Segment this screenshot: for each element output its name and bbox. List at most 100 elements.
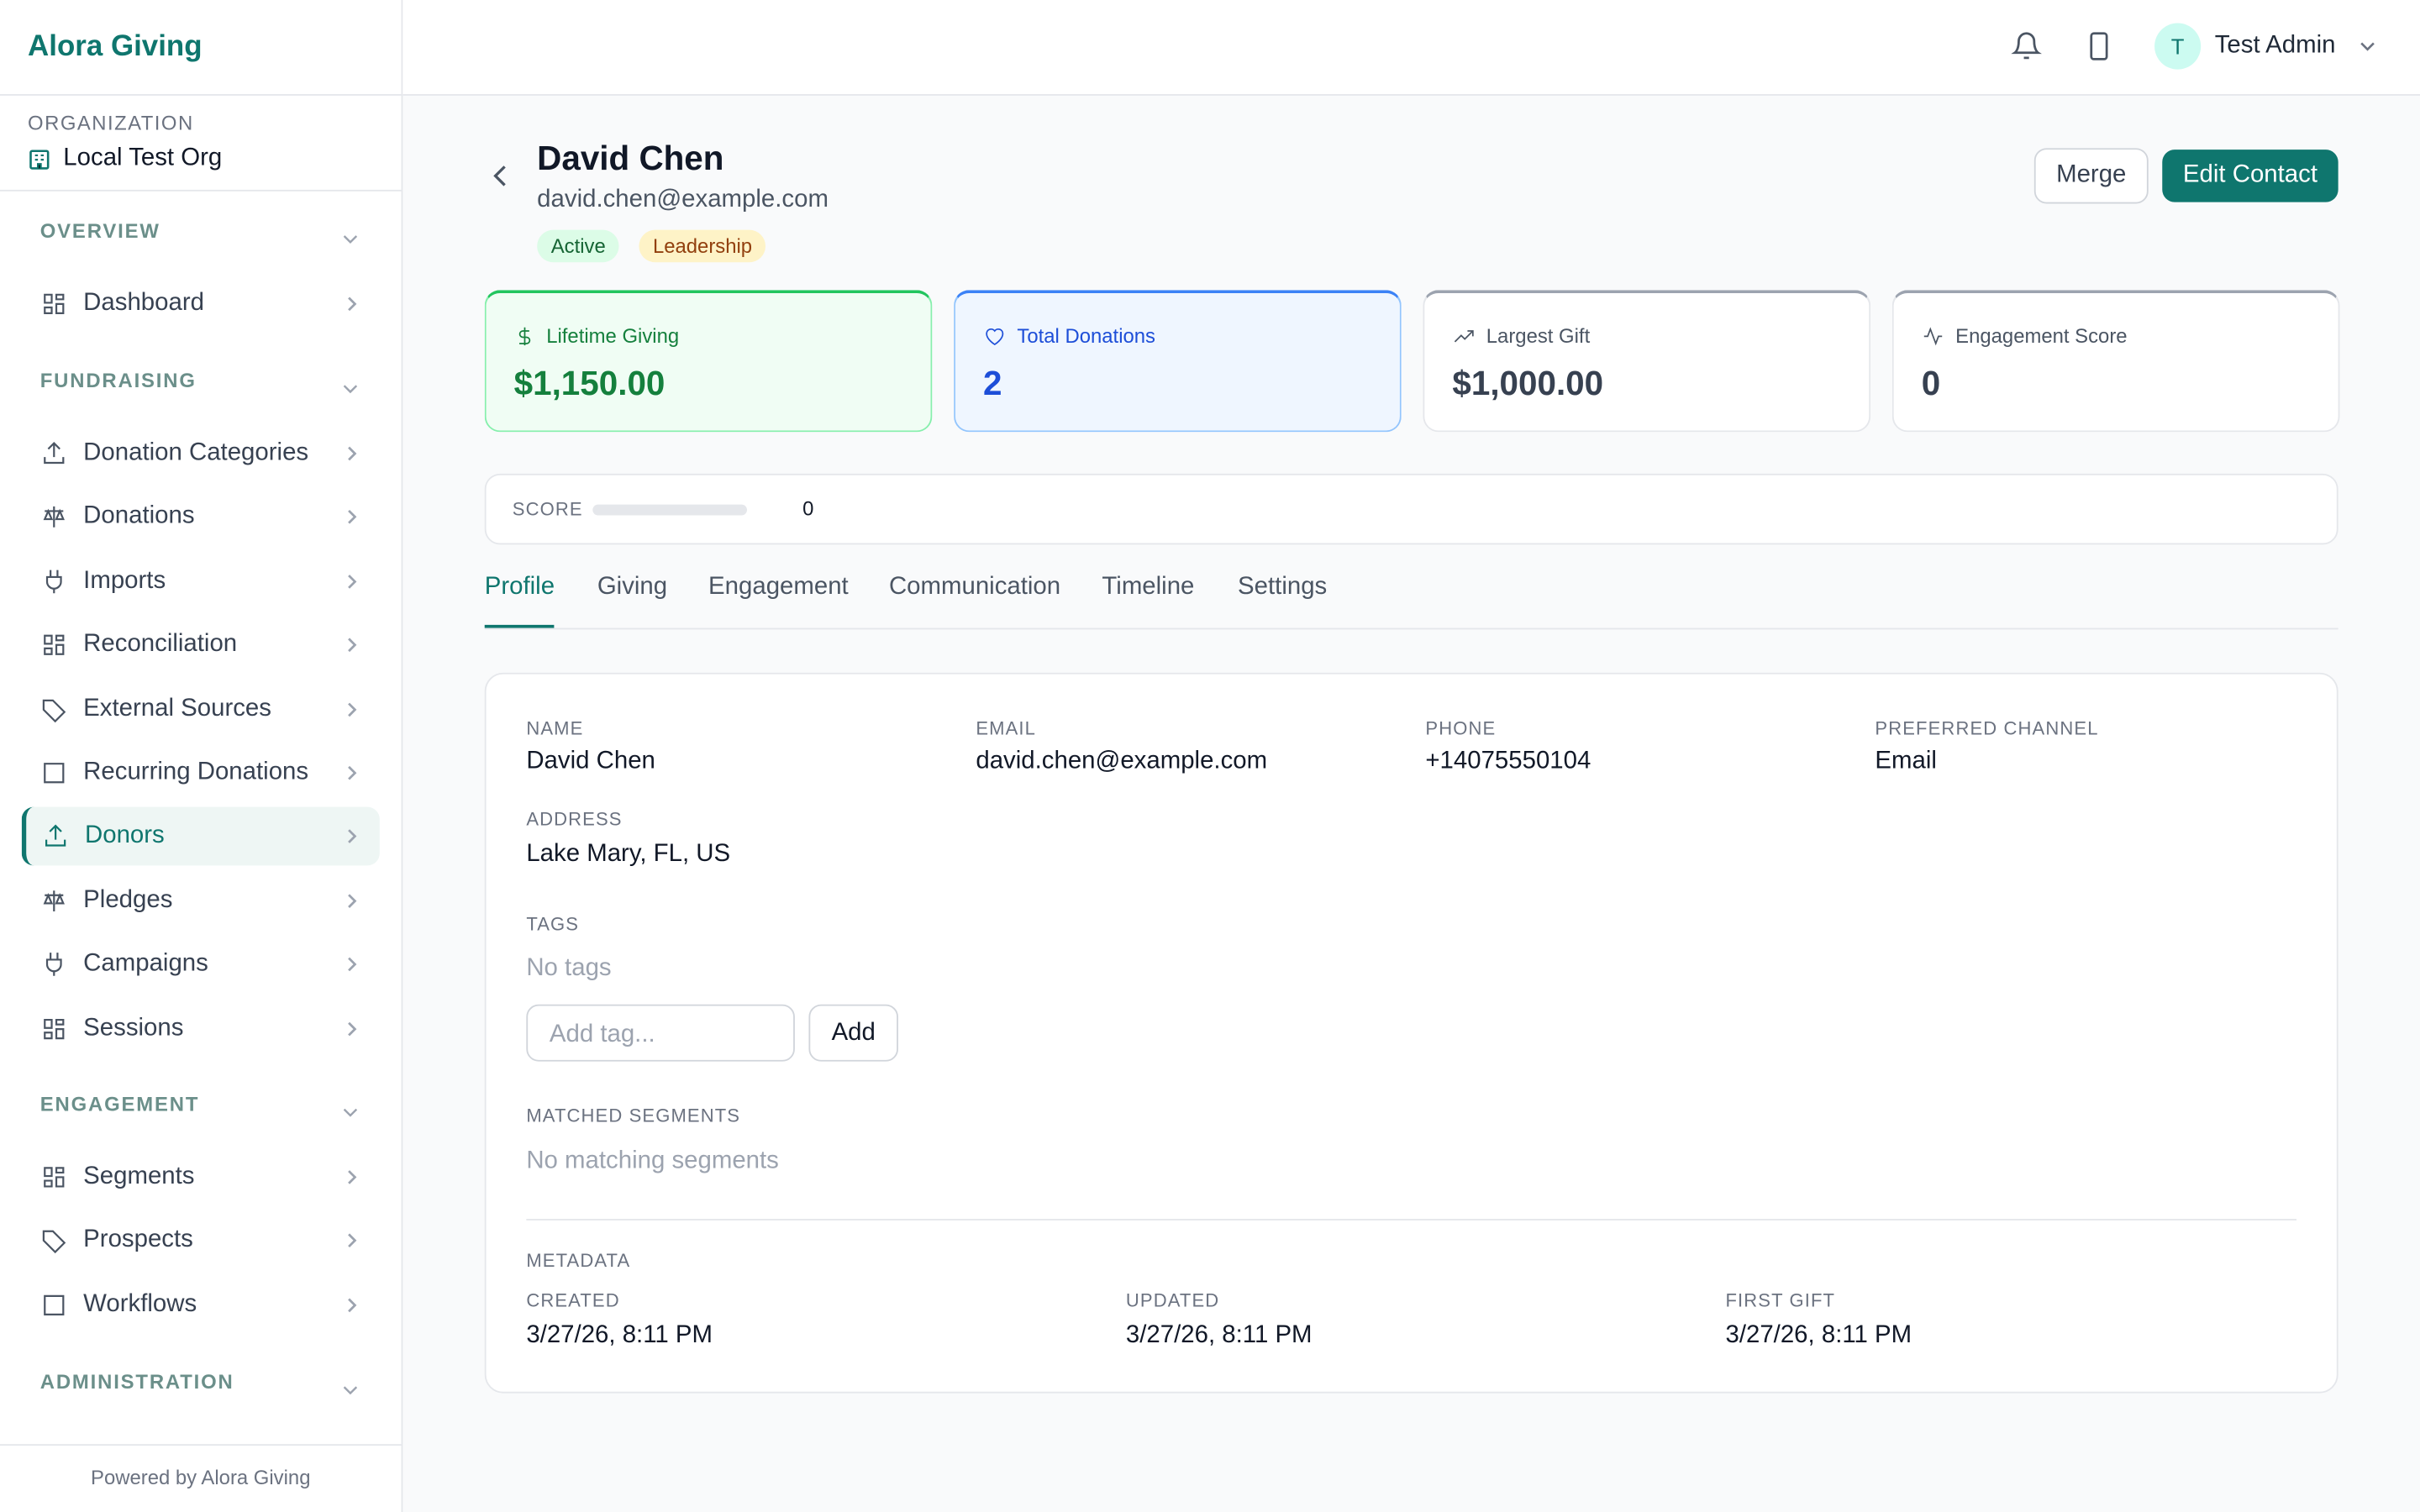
user-name[interactable]: Test Admin xyxy=(2214,32,2336,59)
mobile-icon[interactable] xyxy=(2084,31,2115,62)
avatar[interactable]: T xyxy=(2154,23,2202,70)
user-menu-chevron[interactable] xyxy=(2360,40,2375,53)
field-value: David Chen xyxy=(526,748,655,775)
nav-icon xyxy=(44,442,65,465)
tags-empty: No tags xyxy=(526,954,612,982)
nav-chevron xyxy=(348,510,357,525)
status-badge: Active xyxy=(537,229,620,263)
nav-icon xyxy=(45,570,62,593)
nav-item[interactable]: Prospects xyxy=(22,1212,380,1271)
nav-label[interactable]: Imports xyxy=(83,567,166,594)
topbar: T Test Admin xyxy=(402,0,2420,96)
brand[interactable]: Alora Giving xyxy=(28,30,203,64)
tab[interactable]: Communication xyxy=(888,574,1061,601)
nav-label[interactable]: Sessions xyxy=(83,1014,184,1042)
nav-chevron xyxy=(348,765,357,780)
org-label: ORGANIZATION xyxy=(28,111,194,134)
nav-chevron xyxy=(348,297,357,312)
icon-path xyxy=(44,1294,65,1315)
nav-item[interactable]: Recurring Donations xyxy=(22,743,380,802)
section-title[interactable]: OVERVIEW xyxy=(39,218,160,243)
nav-item[interactable]: Donations xyxy=(22,488,380,547)
add-tag-button[interactable]: Add xyxy=(808,1004,898,1062)
tabs-border xyxy=(484,627,2338,630)
nav-label[interactable]: Campaigns xyxy=(83,950,208,977)
merge-button[interactable]: Merge xyxy=(2033,148,2149,204)
chevron-path xyxy=(348,1234,357,1248)
tab[interactable]: Giving xyxy=(597,574,668,601)
chevron-path xyxy=(348,765,357,780)
nav-chevron xyxy=(348,957,357,972)
nav-item[interactable]: Workflows xyxy=(22,1276,380,1335)
org-name[interactable]: Local Test Org xyxy=(63,144,223,171)
nav-item[interactable]: Pledges xyxy=(22,871,380,930)
tags-label: TAGS xyxy=(526,913,580,936)
chevron-path xyxy=(348,1170,357,1184)
nav-label[interactable]: Reconciliation xyxy=(83,631,238,658)
tab[interactable]: Settings xyxy=(1238,574,1328,601)
chevron-path xyxy=(348,1021,357,1036)
chevron-path xyxy=(348,446,357,461)
nav-item[interactable]: Imports xyxy=(22,552,380,611)
nav-item[interactable]: Sessions xyxy=(22,999,380,1058)
stat-card: Lifetime Giving $1,150.00 xyxy=(484,290,933,433)
tab[interactable]: Timeline xyxy=(1102,574,1195,601)
nav-item[interactable]: Dashboard xyxy=(22,275,380,333)
nav-item[interactable]: Campaigns xyxy=(22,935,380,994)
nav-label[interactable]: Donations xyxy=(83,503,195,530)
notifications[interactable] xyxy=(2011,31,2042,62)
stat-card: Engagement Score 0 xyxy=(1891,290,2340,433)
nav-chevron xyxy=(348,1170,357,1184)
nav-item[interactable]: Reconciliation xyxy=(22,616,380,675)
section-chevron[interactable] xyxy=(343,383,358,396)
section-title[interactable]: ENGAGEMENT xyxy=(39,1092,200,1116)
stat-value: $1,000.00 xyxy=(1452,364,1604,403)
field-value: david.chen@example.com xyxy=(976,748,1268,775)
section-title[interactable]: FUNDRAISING xyxy=(39,368,197,392)
nav-item[interactable]: Donation Categories xyxy=(22,424,380,483)
section-chevron[interactable] xyxy=(343,233,358,245)
icon-path xyxy=(44,1167,65,1188)
nav-label[interactable]: Donation Categories xyxy=(83,439,309,466)
nav-item[interactable]: Segments xyxy=(22,1148,380,1207)
icon-path xyxy=(43,890,65,911)
nav-label[interactable]: External Sources xyxy=(83,695,271,722)
section-chevron[interactable] xyxy=(343,1384,358,1397)
icon-path xyxy=(45,825,66,848)
score-track xyxy=(592,504,747,516)
nav-chevron xyxy=(348,1234,357,1248)
icon-path xyxy=(44,763,65,784)
edit-contact-button[interactable]: Edit Contact xyxy=(2162,150,2338,202)
field-label: EMAIL xyxy=(976,717,1037,739)
stat-icon xyxy=(1923,327,1943,346)
nav-label[interactable]: Donors xyxy=(85,822,165,849)
stat-icon xyxy=(986,328,1004,346)
chevron-path xyxy=(343,385,358,394)
nav-chevron xyxy=(348,446,357,461)
nav-label[interactable]: Dashboard xyxy=(83,290,204,317)
nav-label[interactable]: Recurring Donations xyxy=(83,759,309,785)
field-label: ADDRESS xyxy=(526,808,623,831)
tag-input[interactable]: Add tag... xyxy=(526,1004,795,1062)
nav-item[interactable]: External Sources xyxy=(22,680,380,738)
nav-label[interactable]: Segments xyxy=(83,1163,195,1190)
tab[interactable]: Profile xyxy=(484,574,555,628)
chevron-path xyxy=(348,574,357,589)
nav-label[interactable]: Workflows xyxy=(83,1290,197,1318)
tab[interactable]: Engagement xyxy=(708,574,849,601)
nav-label[interactable]: Prospects xyxy=(83,1226,193,1254)
chevron-path xyxy=(348,638,357,653)
meta-label: CREATED xyxy=(526,1289,620,1312)
section-chevron[interactable] xyxy=(343,1106,358,1119)
back-button[interactable] xyxy=(491,164,509,188)
stat-label: Engagement Score xyxy=(1955,323,2128,348)
nav-icon xyxy=(44,634,65,656)
score-label: SCORE xyxy=(512,498,583,520)
divider xyxy=(0,1444,402,1446)
icon-path xyxy=(44,1018,65,1039)
nav-item[interactable]: Donors xyxy=(21,807,380,867)
section-title[interactable]: ADMINISTRATION xyxy=(39,1370,234,1394)
nav-label[interactable]: Pledges xyxy=(83,886,173,913)
